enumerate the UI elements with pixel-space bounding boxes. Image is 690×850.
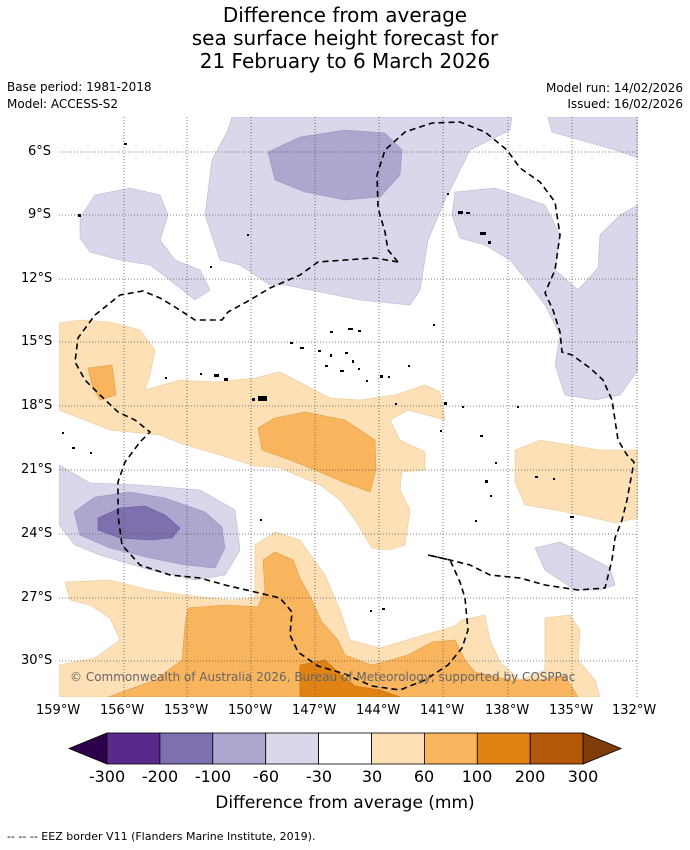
islands [62,143,574,612]
lon-label: 144°W [356,703,401,718]
colorbar-over-arrow [582,732,623,765]
colorbar-swatch [476,732,531,765]
anomaly-dark-positive-regions [299,659,401,697]
colorbar-tick-label: 300 [567,767,599,786]
model-run: Model run: 14/02/2026 [545,81,683,95]
lat-label: 18°S [21,398,53,413]
graticule [59,117,638,697]
colorbar-tick-label: -300 [88,767,126,786]
colorbar-swatch [212,732,267,765]
lat-label: 30°S [21,653,53,668]
colorbar-swatch [265,732,320,765]
colorbar-swatch [159,732,214,765]
lon-label: 132°W [612,703,657,718]
title-line-3: 21 February to 6 March 2026 [199,49,491,73]
lon-label: 159°W [36,703,81,718]
colorbar-tick-label: -100 [194,767,232,786]
anomaly-dark-negative-regions [97,505,181,541]
lat-label: 12°S [21,271,53,286]
lat-label: 21°S [21,462,53,477]
lon-label: 153°W [164,703,209,718]
colorbar-swatch [529,732,584,765]
lon-label: 150°W [228,703,273,718]
lat-label: 27°S [21,590,53,605]
colorbar-tick-label: 30 [361,767,383,786]
lat-label: 6°S [28,144,52,159]
lon-label: 156°W [100,703,145,718]
colorbar-title: Difference from average (mm) [215,793,475,813]
copyright-text: © Commonwealth of Australia 2026, Bureau… [70,670,575,684]
colorbar-tick-label: -30 [305,767,333,786]
lat-label: 9°S [28,207,52,222]
issued-date: Issued: 16/02/2026 [567,97,683,111]
base-period: Base period: 1981-2018 [7,80,152,94]
colorbar-swatch [106,732,161,765]
map-panel: © Commonwealth of Australia 2026, Bureau… [59,117,638,697]
colorbar-swatch [371,732,425,765]
model-name: Model: ACCESS-S2 [7,97,119,111]
colorbar-under-arrow [67,732,108,765]
lon-label: 141°W [420,703,465,718]
title-line-2: sea surface height forecast for [191,26,499,50]
title-line-1: Difference from average [222,3,468,27]
lon-label: 138°W [485,703,530,718]
colorbar-swatch [423,732,478,765]
anomaly-medium-positive-regions [87,364,579,697]
colorbar-swatch [318,732,372,765]
lat-label: 24°S [21,526,53,541]
colorbar-tick-label: 200 [514,767,546,786]
colorbar-tick-label: 100 [461,767,493,786]
lat-label: 15°S [21,334,53,349]
eez-borders [74,121,635,691]
lon-label: 147°W [292,703,337,718]
eez-footnote: -- -- -- EEZ border V11 (Flanders Marine… [7,830,316,843]
colorbar [67,732,623,765]
colorbar-tick-label: -200 [141,767,179,786]
colorbar-tick-label: 60 [413,767,435,786]
colorbar-tick-label: -60 [252,767,280,786]
lon-label: 135°W [549,703,594,718]
